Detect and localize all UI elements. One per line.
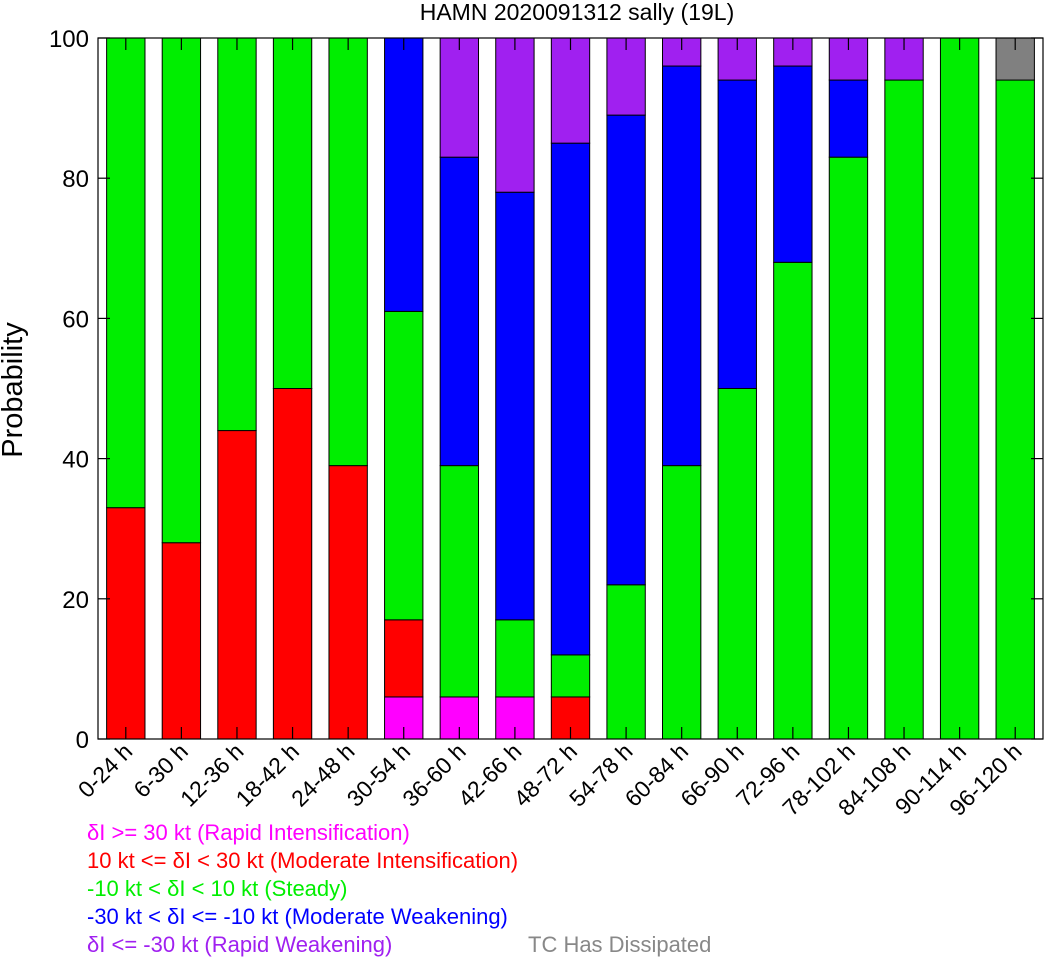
bar-segment-st-10 — [606, 584, 646, 740]
bar-segment-mi-4 — [272, 388, 313, 740]
bar-segment-mw-10 — [606, 114, 646, 586]
bar-segment-st-13 — [773, 261, 813, 740]
legend-entry-tc-dissipated: TC Has Dissipated — [528, 932, 712, 957]
bar-segment-mw-11 — [662, 65, 702, 467]
bar-segment-st-11 — [662, 465, 702, 740]
chart-title: HAMN 2020091312 sally (19L) — [420, 0, 735, 25]
bar-segment-rw-8 — [495, 37, 535, 193]
legend-entry-moderate-intensification: 10 kt <= δI < 30 kt (Moderate Intensific… — [87, 848, 519, 873]
legend-entry-rapid-weakening: δI <= -30 kt (Rapid Weakening) — [87, 932, 393, 957]
bar-segment-mw-14 — [828, 79, 869, 158]
bar-segment-st-7 — [439, 465, 480, 698]
y-tick-label: 80 — [62, 166, 89, 193]
bar-segment-mw-13 — [773, 65, 813, 263]
bar-segment-st-1 — [106, 37, 146, 509]
bar-segment-mw-8 — [495, 191, 535, 621]
bar-segment-mw-7 — [439, 156, 480, 467]
bars-group — [106, 37, 1035, 740]
bar-segment-st-15 — [884, 79, 924, 740]
bar-segment-mw-6 — [384, 37, 424, 312]
bar-segment-rw-7 — [439, 37, 480, 158]
bar-segment-mw-9 — [550, 142, 591, 656]
bar-segment-st-16 — [939, 37, 980, 740]
bar-segment-rw-10 — [606, 37, 646, 116]
bar-segment-mw-12 — [717, 79, 757, 389]
y-tick-label: 60 — [62, 306, 89, 333]
y-axis-label: Probability — [0, 322, 29, 458]
bar-segment-rw-9 — [550, 37, 591, 144]
bar-segment-st-3 — [217, 37, 257, 432]
y-tick-label: 20 — [62, 587, 89, 614]
bar-segment-mi-2 — [161, 542, 202, 740]
y-tick-label: 40 — [62, 447, 89, 474]
bar-segment-st-12 — [717, 388, 757, 740]
bar-segment-st-5 — [328, 37, 368, 467]
legend-entry-moderate-weakening: -30 kt < δI <= -10 kt (Moderate Weakenin… — [87, 904, 508, 929]
y-tick-label: 0 — [76, 727, 89, 754]
bar-segment-st-8 — [495, 619, 535, 698]
legend-entry-steady: -10 kt < δI < 10 kt (Steady) — [87, 876, 348, 901]
bar-segment-mi-3 — [217, 430, 257, 740]
bar-segment-mi-6 — [384, 619, 424, 698]
bar-segment-st-2 — [161, 37, 202, 544]
bar-segment-st-14 — [828, 156, 869, 740]
bar-segment-st-17 — [995, 79, 1035, 740]
bar-segment-mi-1 — [106, 507, 146, 740]
bar-segment-st-4 — [272, 37, 313, 389]
legend-entry-rapid-intensification: δI >= 30 kt (Rapid Intensification) — [87, 820, 410, 845]
bar-segment-rw-14 — [828, 37, 869, 81]
bar-segment-st-9 — [550, 654, 591, 698]
bar-segment-st-6 — [384, 310, 424, 621]
bar-segment-mi-5 — [328, 465, 368, 740]
y-tick-label: 100 — [49, 26, 89, 53]
